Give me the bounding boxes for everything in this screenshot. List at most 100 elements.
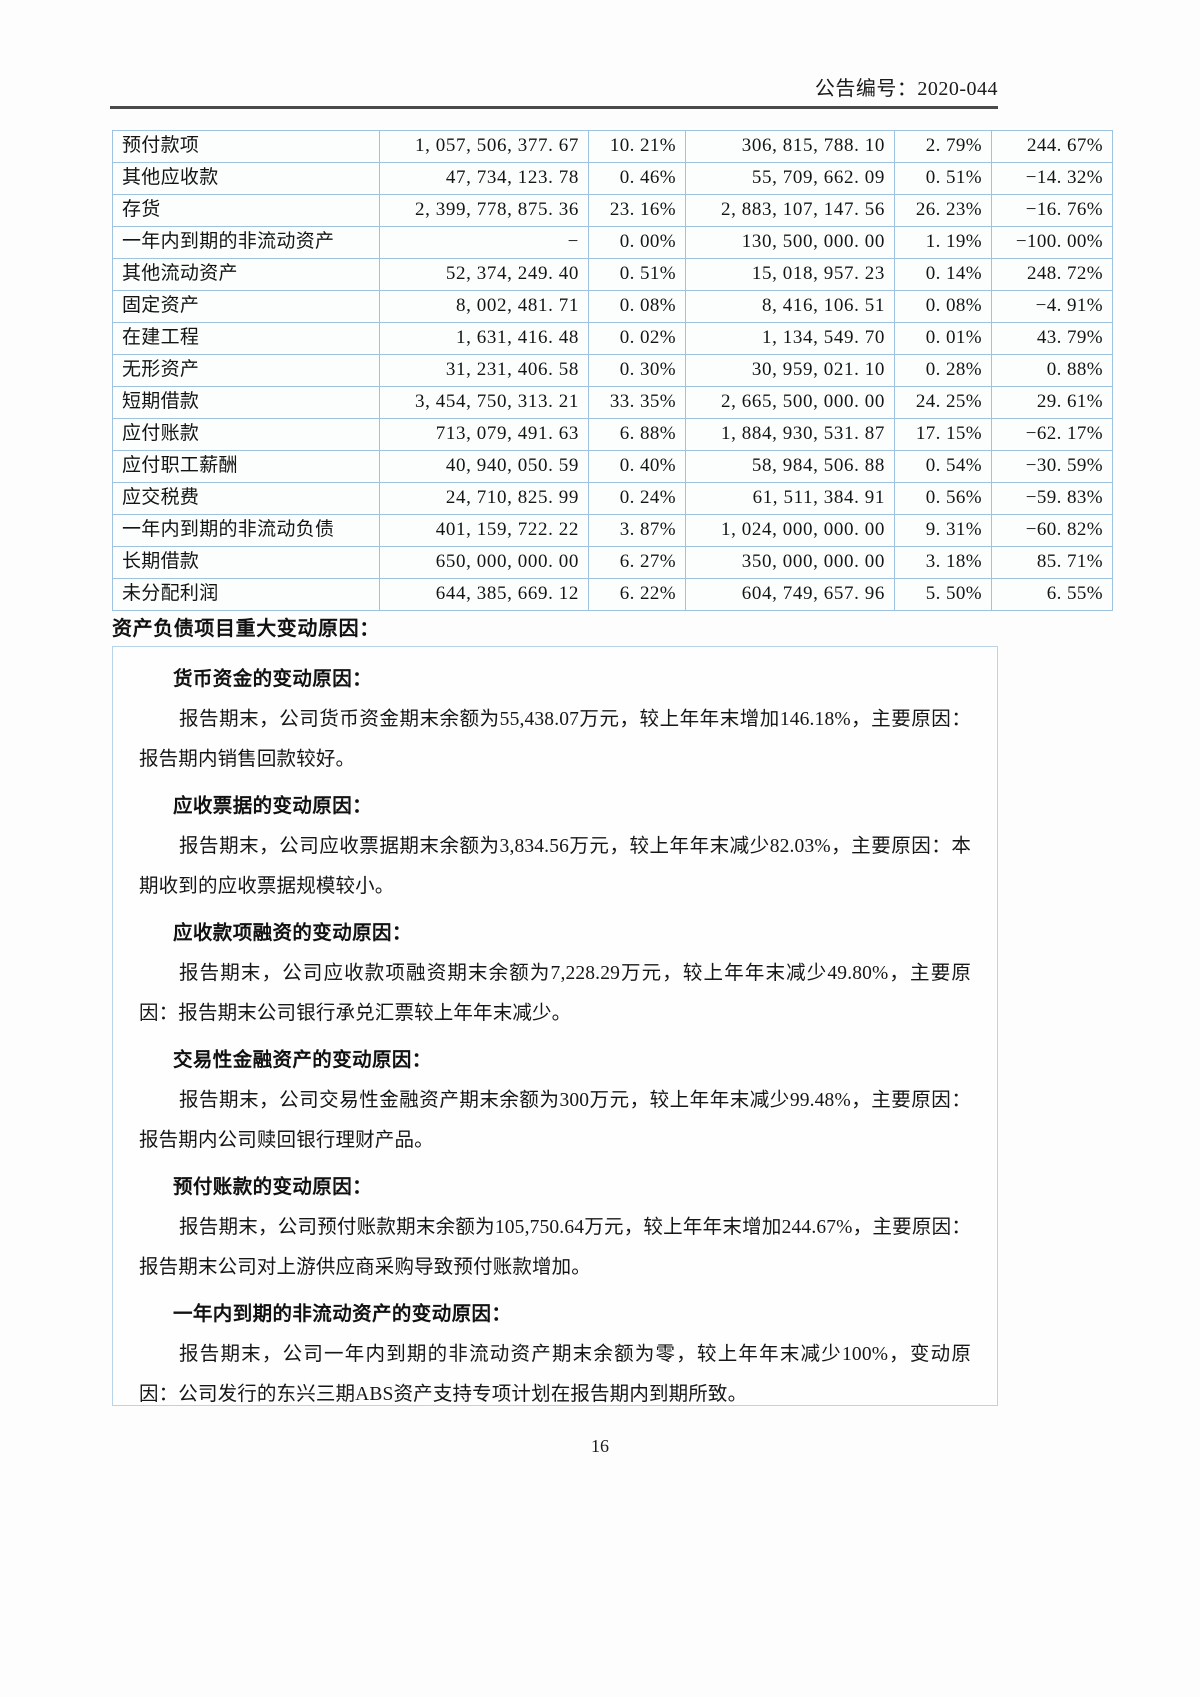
cell-change: 6. 55% [991,578,1113,611]
cell-change: −59. 83% [991,482,1113,515]
cell-change: 29. 61% [991,386,1113,419]
reason-paragraph: 报告期末，公司应收款项融资期末余额为7,228.29万元，较上年年末减少49.8… [139,963,971,1024]
reason-paragraph: 报告期末，公司一年内到期的非流动资产期末余额为零，较上年年末减少100%，变动原… [139,1344,971,1405]
table-row: 在建工程 1, 631, 416. 48 0. 02% 1, 134, 549. 70… [112,322,1113,355]
cell-amount-prior: 15, 018, 957. 23 [685,258,895,291]
row-label: 应交税费 [112,482,380,515]
cell-change: −4. 91% [991,290,1113,323]
reason-sub-heading: 交易性金融资产的变动原因： [173,1050,432,1071]
cell-pct-current: 0. 08% [588,290,686,323]
reason-sub-heading: 应收票据的变动原因： [173,796,373,817]
cell-amount-current: 2, 399, 778, 875. 36 [379,194,589,227]
change-reasons-box: 货币资金的变动原因： 报告期末，公司货币资金期末余额为55,438.07万元，较上… [112,646,998,1406]
cell-amount-current: 47, 734, 123. 78 [379,162,589,195]
row-label: 无形资产 [112,354,380,387]
cell-change: −30. 59% [991,450,1113,483]
cell-amount-prior: 350, 000, 000. 00 [685,546,895,579]
row-label: 预付款项 [112,130,380,163]
cell-change: −14. 32% [991,162,1113,195]
cell-amount-prior: 61, 511, 384. 91 [685,482,895,515]
header-divider [110,106,998,109]
cell-pct-current: 0. 02% [588,322,686,355]
row-label: 在建工程 [112,322,380,355]
cell-change: −100. 00% [991,226,1113,259]
table-row: 应付账款 713, 079, 491. 63 6. 88% 1, 884, 930, … [112,418,1113,451]
cell-amount-current: 31, 231, 406. 58 [379,354,589,387]
cell-amount-prior: 55, 709, 662. 09 [685,162,895,195]
row-label: 存货 [112,194,380,227]
table-row: 短期借款 3, 454, 750, 313. 21 33. 35% 2, 665, 5… [112,386,1113,419]
table-row: 存货 2, 399, 778, 875. 36 23. 16% 2, 883, 107… [112,194,1113,227]
cell-pct-current: 6. 27% [588,546,686,579]
cell-pct-current: 0. 51% [588,258,686,291]
cell-amount-prior: 8, 416, 106. 51 [685,290,895,323]
cell-change: 0. 88% [991,354,1113,387]
cell-change: 248. 72% [991,258,1113,291]
cell-change: −60. 82% [991,514,1113,547]
cell-pct-current: 3. 87% [588,514,686,547]
row-label: 固定资产 [112,290,380,323]
cell-pct-current: 6. 22% [588,578,686,611]
cell-amount-current: 3, 454, 750, 313. 21 [379,386,589,419]
announcement-number: 公告编号：2020-044 [814,78,998,100]
cell-pct-current: 0. 30% [588,354,686,387]
reason-paragraph: 报告期末，公司货币资金期末余额为55,438.07万元，较上年年末增加146.1… [139,709,971,770]
table-row: 应付职工薪酬 40, 940, 050. 59 0. 40% 58, 984, 506… [112,450,1113,483]
page-header: 公告编号：2020-044 [110,72,998,101]
section-heading: 资产负债项目重大变动原因： [112,618,380,640]
cell-amount-prior: 2, 665, 500, 000. 00 [685,386,895,419]
row-label: 应付账款 [112,418,380,451]
cell-pct-current: 6. 88% [588,418,686,451]
row-label: 应付职工薪酬 [112,450,380,483]
cell-pct-prior: 0. 08% [894,290,992,323]
table-row: 应交税费 24, 710, 825. 99 0. 24% 61, 511, 384. … [112,482,1113,515]
cell-pct-current: 0. 00% [588,226,686,259]
cell-pct-current: 33. 35% [588,386,686,419]
row-label: 一年内到期的非流动资产 [112,226,380,259]
cell-amount-prior: 30, 959, 021. 10 [685,354,895,387]
financial-table-body: 预付款项 1, 057, 506, 377. 67 10. 21% 306, 815,… [112,130,1113,611]
financial-table-container: 预付款项 1, 057, 506, 377. 67 10. 21% 306, 815,… [112,130,1113,611]
page-number: 16 [591,1436,609,1456]
cell-amount-prior: 58, 984, 506. 88 [685,450,895,483]
reason-sub-heading: 应收款项融资的变动原因： [173,923,412,944]
cell-amount-prior: 1, 134, 549. 70 [685,322,895,355]
cell-amount-current: 1, 057, 506, 377. 67 [379,130,589,163]
cell-amount-current: 8, 002, 481. 71 [379,290,589,323]
financial-table: 预付款项 1, 057, 506, 377. 67 10. 21% 306, 815,… [112,130,1113,611]
cell-change: 43. 79% [991,322,1113,355]
cell-amount-current: 401, 159, 722. 22 [379,514,589,547]
cell-amount-prior: 2, 883, 107, 147. 56 [685,194,895,227]
cell-change: −16. 76% [991,194,1113,227]
cell-pct-prior: 0. 14% [894,258,992,291]
cell-amount-current: 650, 000, 000. 00 [379,546,589,579]
table-row: 未分配利润 644, 385, 669. 12 6. 22% 604, 749, 65… [112,578,1113,611]
cell-pct-prior: 0. 56% [894,482,992,515]
table-row: 其他流动资产 52, 374, 249. 40 0. 51% 15, 018, 957… [112,258,1113,291]
table-row: 预付款项 1, 057, 506, 377. 67 10. 21% 306, 815,… [112,130,1113,163]
reason-sub-heading: 一年内到期的非流动资产的变动原因： [173,1304,512,1325]
reason-sub-heading: 预付账款的变动原因： [173,1177,373,1198]
cell-pct-prior: 2. 79% [894,130,992,163]
table-row: 固定资产 8, 002, 481. 71 0. 08% 8, 416, 106. 51… [112,290,1113,323]
row-label: 其他流动资产 [112,258,380,291]
reason-paragraph: 报告期末，公司交易性金融资产期末余额为300万元，较上年年末减少99.48%，主… [139,1090,971,1151]
table-row: 一年内到期的非流动负债 401, 159, 722. 22 3. 87% 1, 024… [112,514,1113,547]
row-label: 未分配利润 [112,578,380,611]
cell-amount-current: 52, 374, 249. 40 [379,258,589,291]
cell-change: −62. 17% [991,418,1113,451]
cell-change: 85. 71% [991,546,1113,579]
cell-pct-current: 0. 46% [588,162,686,195]
row-label: 一年内到期的非流动负债 [112,514,380,547]
cell-amount-current: 40, 940, 050. 59 [379,450,589,483]
reason-sub-heading: 货币资金的变动原因： [173,669,373,690]
cell-amount-prior: 1, 884, 930, 531. 87 [685,418,895,451]
cell-pct-current: 10. 21% [588,130,686,163]
cell-pct-prior: 1. 19% [894,226,992,259]
cell-amount-prior: 1, 024, 000, 000. 00 [685,514,895,547]
cell-pct-current: 0. 24% [588,482,686,515]
cell-amount-prior: 130, 500, 000. 00 [685,226,895,259]
table-row: 长期借款 650, 000, 000. 00 6. 27% 350, 000, 000… [112,546,1113,579]
cell-pct-current: 23. 16% [588,194,686,227]
